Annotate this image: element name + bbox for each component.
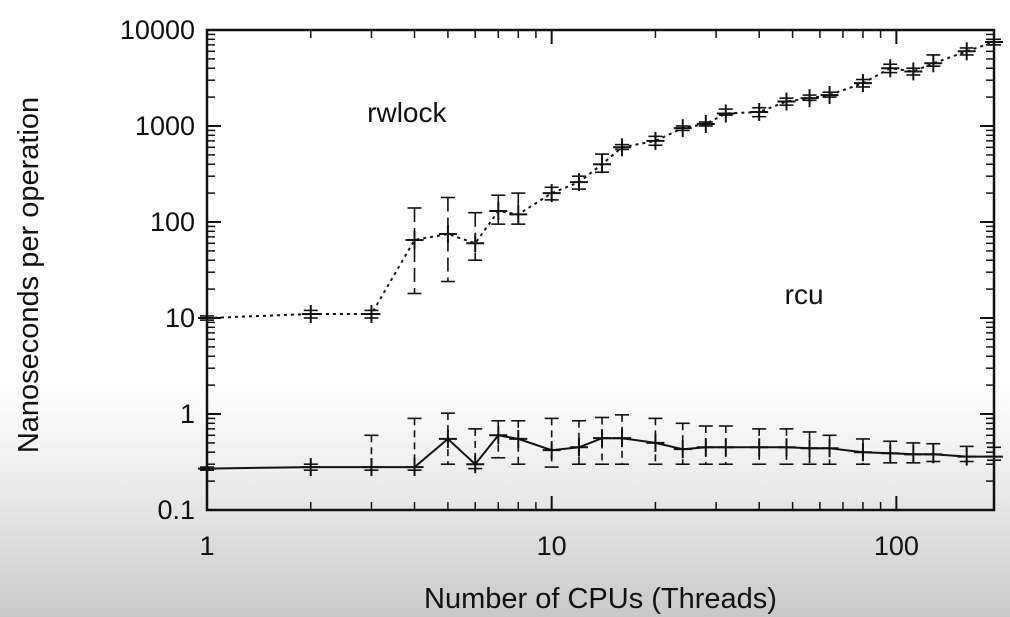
annotation-rcu: rcu [785, 279, 824, 310]
chart-marks [198, 32, 1003, 478]
y-tick-label: 10000 [120, 15, 195, 45]
y-tick-label: 10 [165, 303, 195, 333]
axis-ticks [206, 29, 994, 511]
x-tick-label: 1 [199, 531, 214, 561]
annotations: rwlock rcu [367, 97, 823, 310]
y-tick-label: 1 [180, 399, 195, 429]
plot-frame [205, 28, 996, 512]
series-line-rwlock [206, 41, 995, 319]
y-axis-label: Nanoseconds per operation [13, 97, 45, 453]
y-tick-label: 0.1 [157, 495, 195, 525]
y-tick-label: 1000 [135, 111, 195, 141]
series-rwlock [198, 32, 1003, 327]
annotation-rwlock: rwlock [367, 97, 447, 128]
y-tick-label: 100 [150, 207, 195, 237]
x-tick-label: 100 [874, 531, 919, 561]
series-rcu [198, 412, 1003, 478]
x-tick-label: 10 [537, 531, 567, 561]
x-axis-label: Number of CPUs (Threads) [424, 583, 777, 615]
